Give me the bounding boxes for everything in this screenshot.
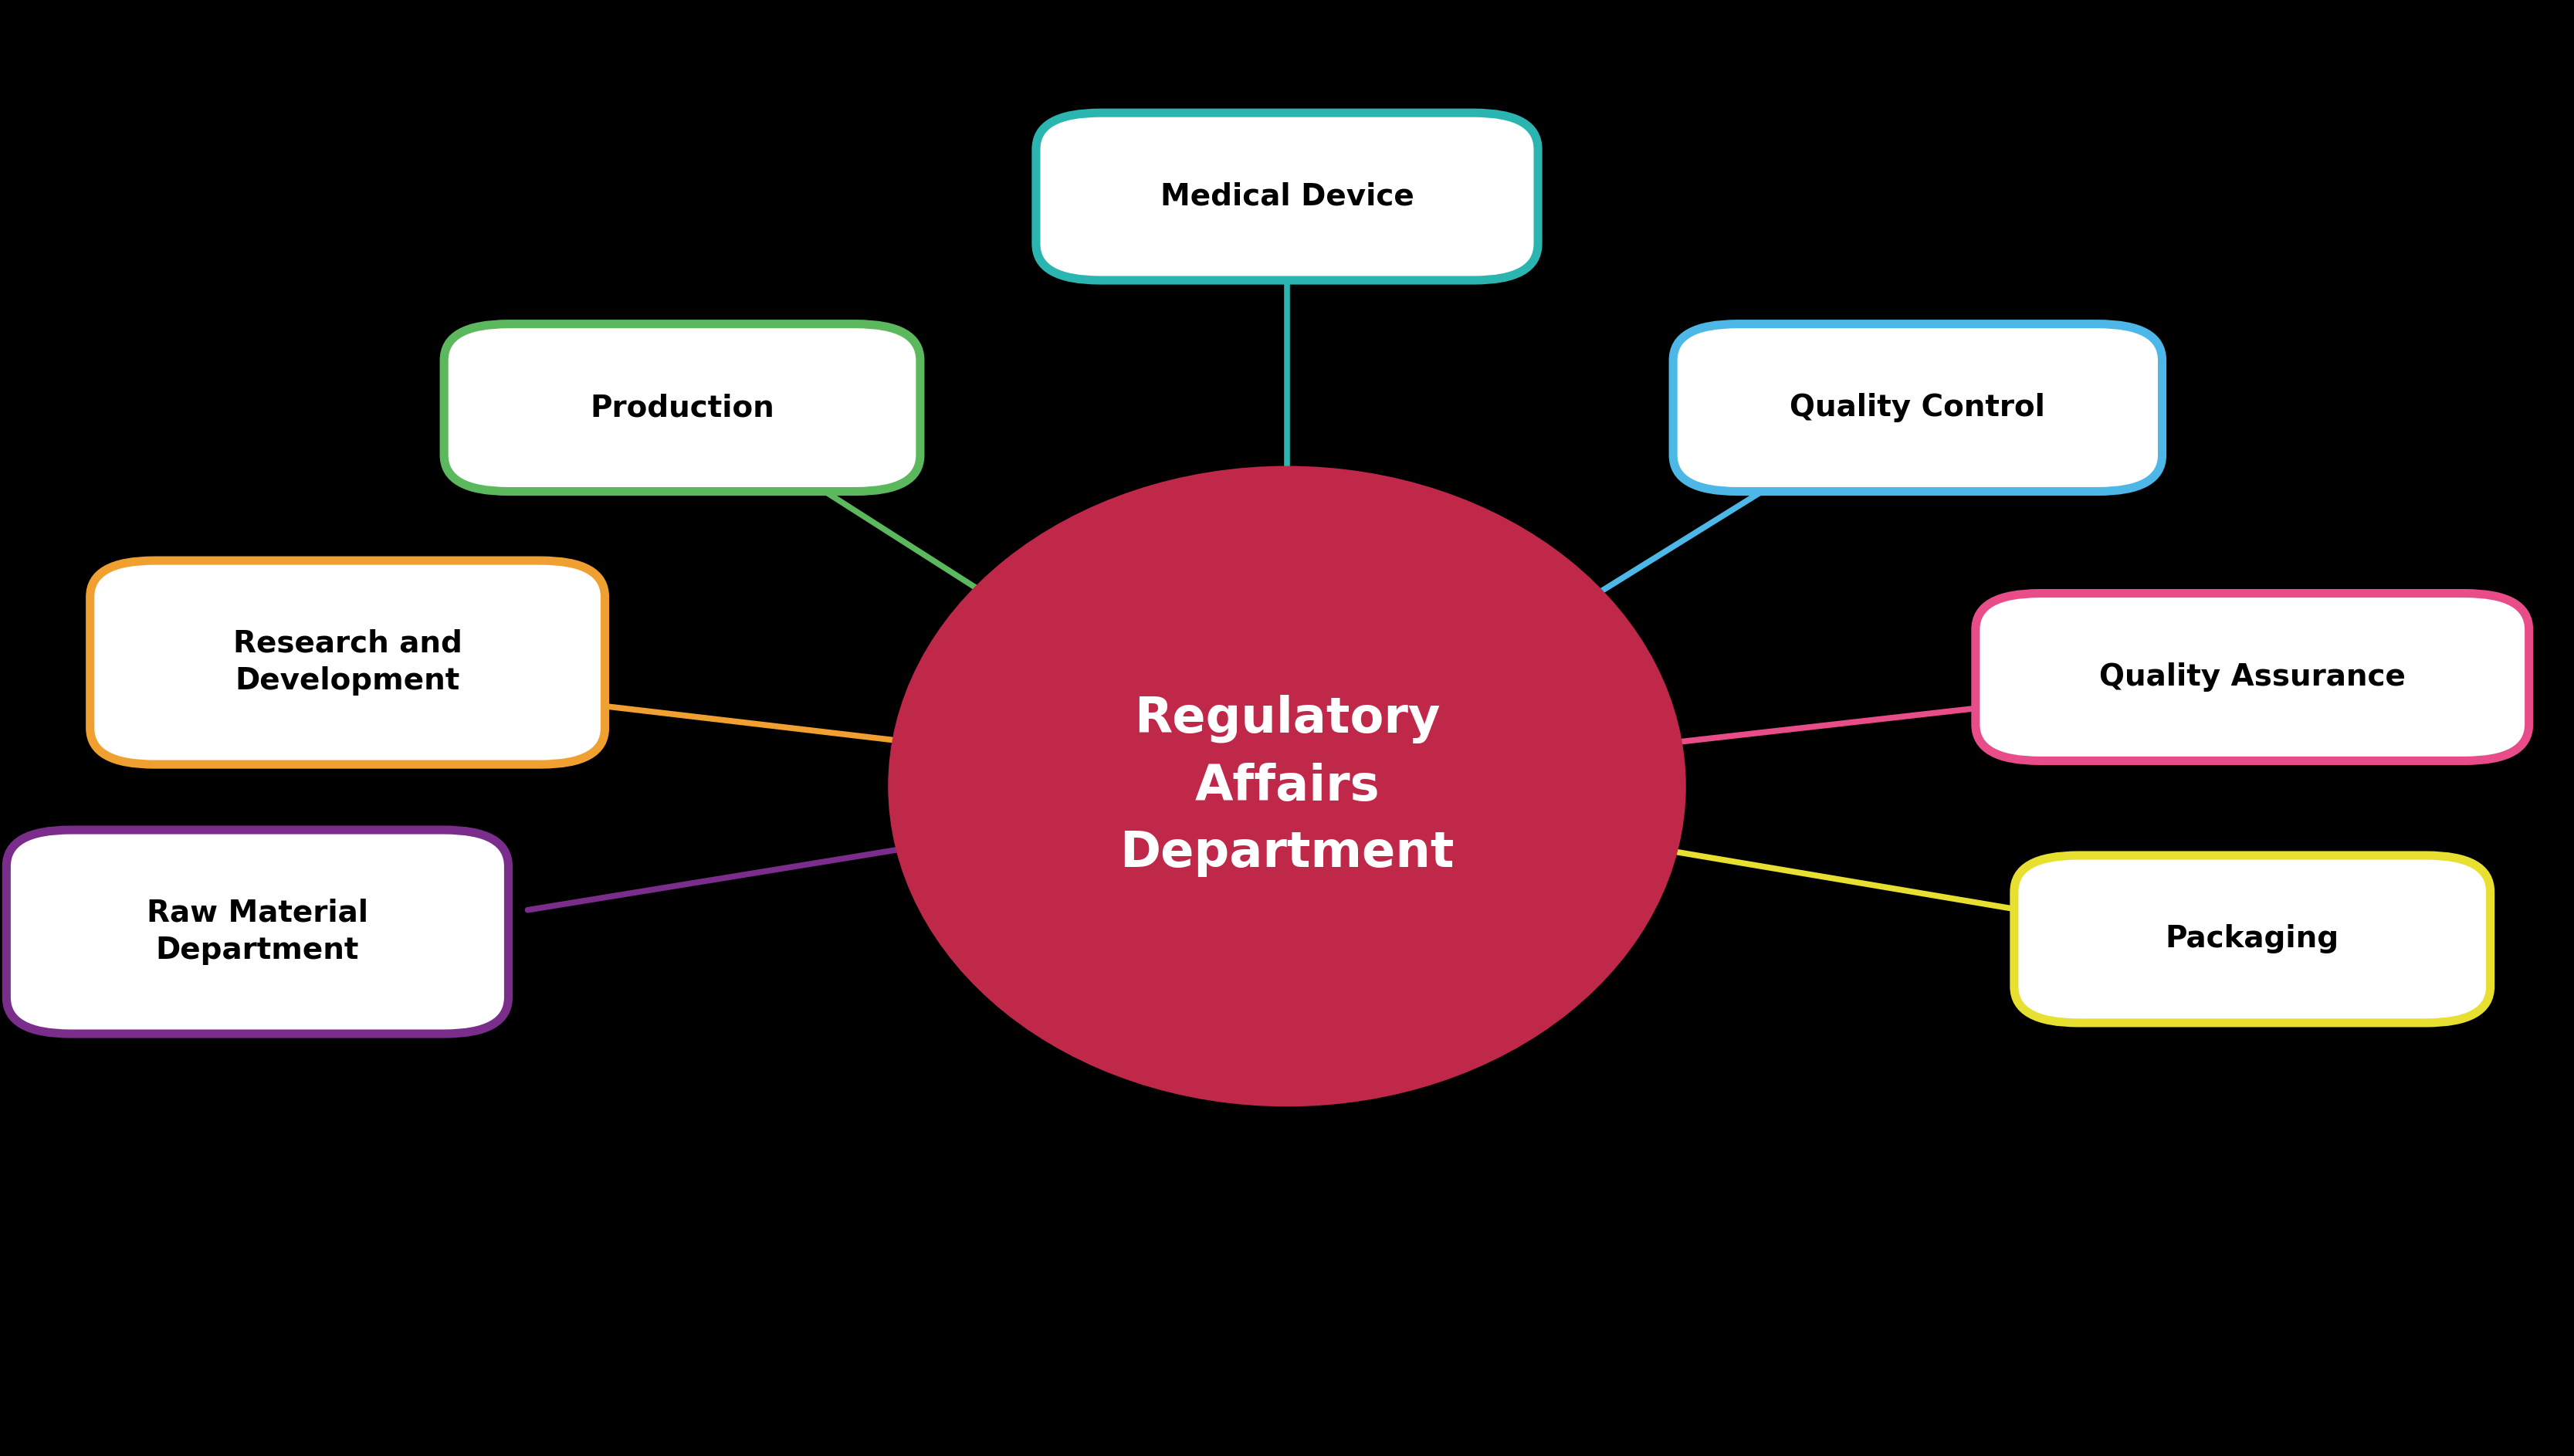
Ellipse shape [888, 466, 1686, 1107]
Text: Research and
Development: Research and Development [232, 629, 463, 696]
Text: Regulatory
Affairs
Department: Regulatory Affairs Department [1120, 695, 1454, 878]
Text: Quality Control: Quality Control [1789, 393, 2046, 422]
FancyBboxPatch shape [90, 561, 605, 764]
Text: Packaging: Packaging [2165, 925, 2340, 954]
Text: Medical Device: Medical Device [1161, 182, 1413, 211]
FancyBboxPatch shape [1035, 114, 1537, 281]
FancyBboxPatch shape [1977, 594, 2528, 760]
Text: Production: Production [589, 393, 775, 422]
Text: Raw Material
Department: Raw Material Department [147, 898, 368, 965]
Text: Quality Assurance: Quality Assurance [2098, 662, 2407, 692]
FancyBboxPatch shape [445, 325, 921, 492]
FancyBboxPatch shape [1673, 325, 2162, 492]
FancyBboxPatch shape [8, 830, 510, 1034]
FancyBboxPatch shape [2015, 856, 2492, 1022]
